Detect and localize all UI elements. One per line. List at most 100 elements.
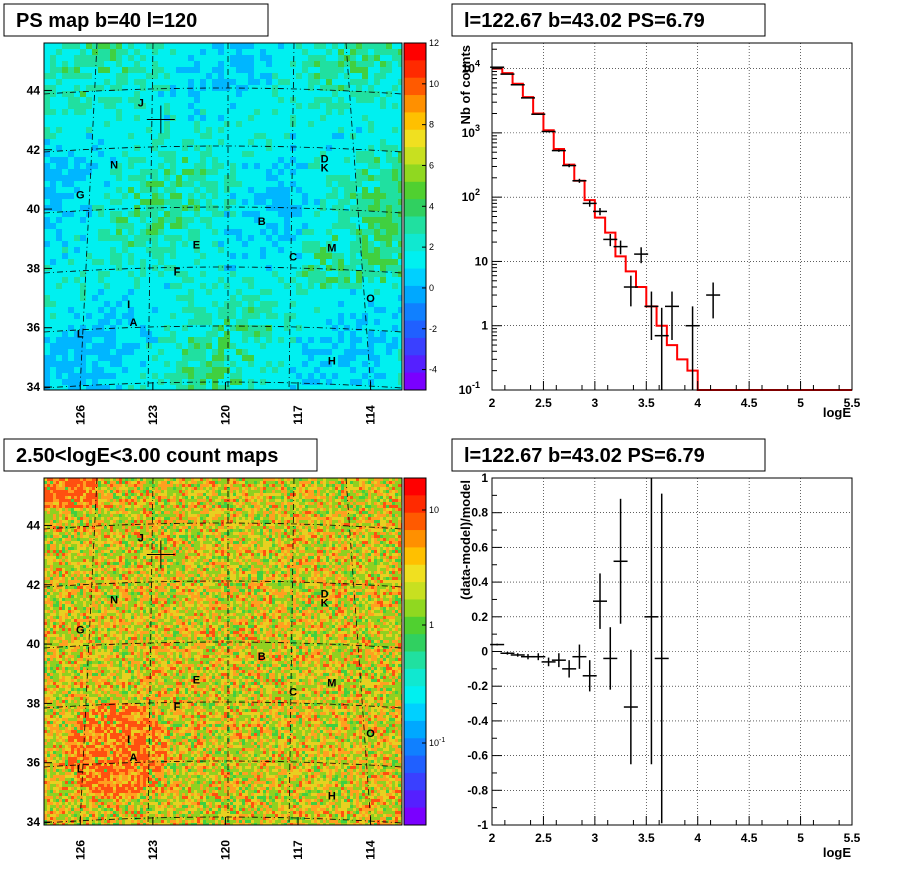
map-pixel — [230, 43, 236, 49]
map-pixel — [236, 199, 242, 205]
map-pixel — [86, 157, 92, 163]
map-pixel — [398, 229, 402, 235]
map-pixel — [398, 277, 402, 283]
map-pixel — [350, 127, 356, 133]
map-pixel — [278, 91, 284, 97]
map-pixel — [56, 241, 62, 247]
map-pixel — [230, 169, 236, 175]
map-pixel — [284, 241, 290, 247]
map-pixel — [320, 175, 326, 181]
map-pixel — [68, 355, 74, 361]
map-pixel — [137, 490, 140, 493]
map-pixel — [317, 487, 320, 490]
map-pixel — [188, 505, 191, 508]
map-pixel — [188, 181, 194, 187]
map-pixel — [260, 91, 266, 97]
map-pixel — [218, 49, 224, 55]
map-pixel — [224, 487, 227, 490]
map-pixel — [320, 385, 326, 390]
map-pixel — [134, 127, 140, 133]
map-pixel — [146, 508, 149, 511]
map-pixel — [182, 121, 188, 127]
map-pixel — [110, 103, 116, 109]
map-pixel — [242, 325, 248, 331]
map-pixel — [206, 235, 212, 241]
map-pixel — [203, 478, 206, 481]
map-pixel — [113, 490, 116, 493]
map-pixel — [350, 493, 353, 496]
map-pixel — [194, 271, 200, 277]
map-pixel — [293, 490, 296, 493]
map-pixel — [386, 319, 392, 325]
map-pixel — [398, 295, 402, 301]
map-pixel — [305, 481, 308, 484]
map-pixel — [341, 487, 344, 490]
map-pixel — [362, 151, 368, 157]
map-pixel — [74, 502, 77, 505]
map-pixel — [374, 277, 380, 283]
map-pixel — [146, 289, 152, 295]
map-pixel — [374, 493, 377, 496]
map-pixel — [356, 385, 362, 390]
map-pixel — [380, 295, 386, 301]
map-pixel — [212, 295, 218, 301]
map-pixel — [320, 115, 326, 121]
map-pixel — [44, 355, 50, 361]
map-pixel — [176, 496, 179, 499]
map-pixel — [122, 481, 125, 484]
map-pixel — [374, 187, 380, 193]
map-pixel — [356, 229, 362, 235]
map-pixel — [344, 199, 350, 205]
map-pixel — [128, 229, 134, 235]
map-pixel — [212, 49, 218, 55]
map-pixel — [92, 319, 98, 325]
map-pixel — [50, 319, 56, 325]
map-pixel — [308, 115, 314, 121]
colorbar-tick-label: 4 — [429, 201, 434, 211]
map-pixel — [218, 235, 224, 241]
map-pixel — [302, 367, 308, 373]
map-pixel — [50, 85, 56, 91]
map-pixel — [134, 229, 140, 235]
map-pixel — [188, 151, 194, 157]
map-pixel — [278, 331, 284, 337]
map-pixel — [296, 235, 302, 241]
map-pixel — [290, 295, 296, 301]
map-pixel — [314, 181, 320, 187]
map-pixel — [254, 283, 260, 289]
map-pixel — [356, 109, 362, 115]
source-label-e: E — [193, 240, 200, 252]
map-pixel — [302, 283, 308, 289]
map-pixel — [308, 73, 314, 79]
map-pixel — [296, 487, 299, 490]
map-pixel — [176, 502, 179, 505]
map-pixel — [398, 79, 402, 85]
map-pixel — [146, 229, 152, 235]
map-pixel — [338, 235, 344, 241]
source-label-d: D — [321, 154, 329, 166]
map-pixel — [236, 253, 242, 259]
map-pixel — [332, 73, 338, 79]
map-pixel — [92, 505, 95, 508]
map-pixel — [56, 175, 62, 181]
map-pixel — [362, 139, 368, 145]
map-pixel — [371, 502, 374, 505]
map-pixel — [122, 343, 128, 349]
map-pixel — [128, 307, 134, 313]
map-pixel — [62, 49, 68, 55]
map-pixel — [101, 484, 104, 487]
map-pixel — [80, 259, 86, 265]
map-pixel — [158, 361, 164, 367]
map-pixel — [53, 496, 56, 499]
map-pixel — [332, 79, 338, 85]
map-pixel — [86, 487, 89, 490]
map-pixel — [188, 373, 194, 379]
map-pixel — [347, 487, 350, 490]
map-pixel — [398, 361, 402, 367]
map-pixel — [74, 337, 80, 343]
data-point — [531, 113, 546, 115]
map-pixel — [98, 121, 104, 127]
map-pixel — [92, 247, 98, 253]
map-pixel — [134, 325, 140, 331]
map-pixel — [176, 115, 182, 121]
